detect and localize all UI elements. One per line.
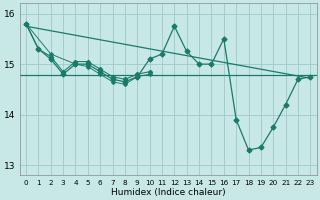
X-axis label: Humidex (Indice chaleur): Humidex (Indice chaleur) [111,188,226,197]
